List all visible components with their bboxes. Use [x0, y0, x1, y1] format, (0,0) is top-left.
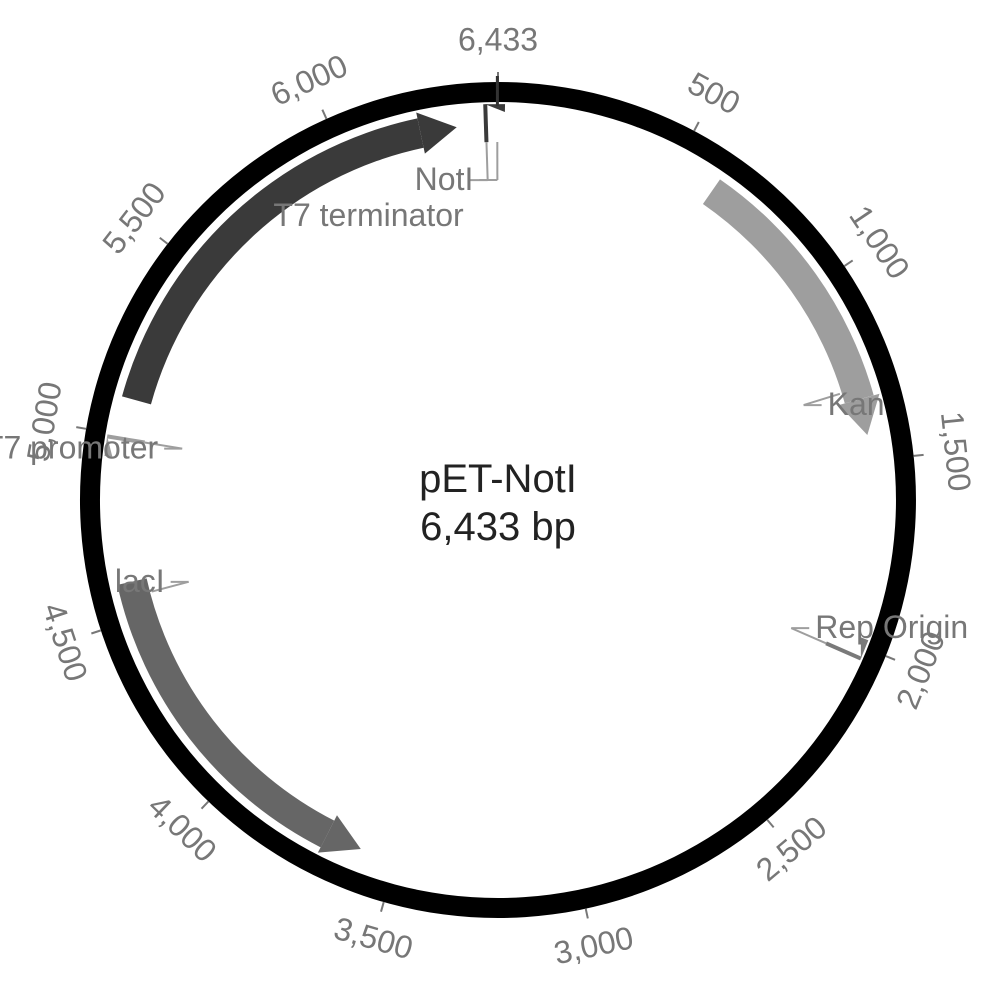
- feature-label-noti: NotI: [415, 161, 474, 197]
- tick-label: 5,500: [95, 175, 173, 260]
- feature-rep-origin: [826, 643, 861, 658]
- tick-label: 6,433: [458, 21, 538, 57]
- tick-label: 3,500: [330, 910, 417, 967]
- feature-label-t7-promoter: T7 promoter: [0, 430, 159, 466]
- feature-label-rep-origin: Rep Origin: [815, 609, 968, 645]
- tick-label: 1,500: [934, 410, 978, 493]
- tick-label: 1,000: [842, 199, 917, 286]
- tick-label: 4,500: [36, 598, 95, 685]
- feature-label-t7-term: T7 terminator: [273, 197, 464, 233]
- tick-label: 500: [682, 65, 746, 122]
- feature-t7-term: [485, 104, 486, 142]
- plasmid-size: 6,433 bp: [420, 505, 576, 549]
- plasmid-map: 5001,0001,5002,0002,5003,0003,5004,0004,…: [0, 0, 996, 1000]
- tick-label: 3,000: [551, 919, 637, 971]
- plasmid-name: pET-NotI: [419, 457, 577, 501]
- feature-label-laci: lacI: [115, 563, 165, 599]
- feature-label-kan: Kan: [828, 386, 885, 422]
- feature-t7-term-flag: [485, 104, 505, 112]
- tick-label: 6,000: [265, 47, 353, 113]
- center-label: pET-NotI 6,433 bp: [419, 457, 577, 549]
